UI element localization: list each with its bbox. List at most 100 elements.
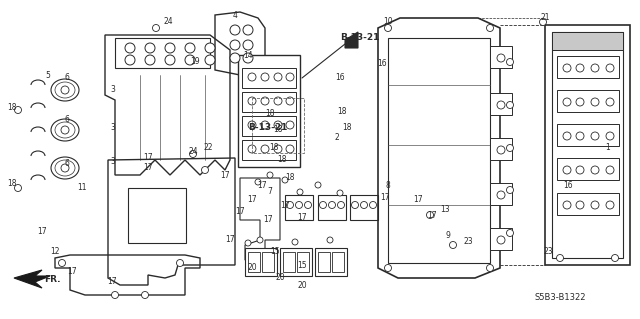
Circle shape bbox=[540, 19, 547, 26]
Polygon shape bbox=[345, 32, 358, 48]
Circle shape bbox=[230, 40, 240, 50]
Bar bbox=[318, 195, 346, 220]
Text: 18: 18 bbox=[7, 179, 17, 188]
Text: 23: 23 bbox=[543, 248, 553, 256]
Circle shape bbox=[497, 54, 505, 62]
Bar bbox=[115, 38, 210, 68]
Circle shape bbox=[591, 64, 599, 72]
Circle shape bbox=[286, 73, 294, 81]
Text: 17: 17 bbox=[107, 278, 117, 286]
Circle shape bbox=[351, 202, 358, 209]
Ellipse shape bbox=[55, 122, 75, 138]
Circle shape bbox=[177, 259, 184, 266]
Text: 3: 3 bbox=[111, 85, 115, 94]
Bar bbox=[283, 252, 295, 272]
Text: 9: 9 bbox=[445, 231, 451, 240]
Text: 22: 22 bbox=[204, 144, 212, 152]
Text: 20: 20 bbox=[275, 273, 285, 283]
Circle shape bbox=[185, 55, 195, 65]
Circle shape bbox=[563, 98, 571, 106]
Text: 18: 18 bbox=[265, 108, 275, 117]
Bar bbox=[557, 56, 619, 78]
Circle shape bbox=[591, 98, 599, 106]
Circle shape bbox=[286, 145, 294, 153]
Circle shape bbox=[337, 202, 344, 209]
Circle shape bbox=[274, 145, 282, 153]
Text: FR.: FR. bbox=[44, 276, 60, 285]
Circle shape bbox=[506, 229, 513, 236]
Circle shape bbox=[296, 202, 303, 209]
Text: 7: 7 bbox=[268, 188, 273, 197]
Circle shape bbox=[205, 43, 215, 53]
Text: 20: 20 bbox=[297, 280, 307, 290]
Bar bbox=[332, 252, 344, 272]
Circle shape bbox=[591, 201, 599, 209]
Text: 18: 18 bbox=[337, 108, 347, 116]
Text: 17: 17 bbox=[37, 227, 47, 236]
Circle shape bbox=[606, 64, 614, 72]
Circle shape bbox=[328, 202, 335, 209]
Circle shape bbox=[319, 202, 326, 209]
Text: 17: 17 bbox=[427, 211, 437, 219]
Bar bbox=[552, 32, 623, 50]
Bar bbox=[262, 252, 274, 272]
Text: 18: 18 bbox=[277, 155, 287, 165]
Circle shape bbox=[286, 121, 294, 129]
Circle shape bbox=[497, 101, 505, 109]
Circle shape bbox=[337, 190, 343, 196]
Circle shape bbox=[15, 184, 22, 191]
Text: 18: 18 bbox=[342, 122, 352, 131]
Bar bbox=[280, 248, 312, 276]
Circle shape bbox=[606, 98, 614, 106]
Text: 6: 6 bbox=[65, 115, 69, 124]
Bar bbox=[318, 252, 330, 272]
Circle shape bbox=[257, 237, 263, 243]
Bar bbox=[490, 183, 512, 205]
Circle shape bbox=[141, 292, 148, 299]
Text: 15: 15 bbox=[297, 261, 307, 270]
Circle shape bbox=[591, 132, 599, 140]
Circle shape bbox=[185, 43, 195, 53]
Circle shape bbox=[576, 98, 584, 106]
Text: 17: 17 bbox=[225, 235, 235, 244]
Circle shape bbox=[261, 121, 269, 129]
Ellipse shape bbox=[55, 82, 75, 98]
Text: 17: 17 bbox=[67, 268, 77, 277]
Text: 17: 17 bbox=[143, 153, 153, 162]
Circle shape bbox=[305, 202, 312, 209]
Circle shape bbox=[248, 73, 256, 81]
Ellipse shape bbox=[55, 160, 75, 176]
Circle shape bbox=[385, 25, 392, 32]
Text: 1: 1 bbox=[605, 144, 611, 152]
Text: 17: 17 bbox=[280, 201, 290, 210]
Circle shape bbox=[369, 202, 376, 209]
Circle shape bbox=[426, 211, 433, 219]
Text: 12: 12 bbox=[51, 248, 60, 256]
Circle shape bbox=[497, 236, 505, 244]
Bar bbox=[557, 193, 619, 215]
Bar bbox=[242, 92, 296, 112]
Circle shape bbox=[165, 43, 175, 53]
Circle shape bbox=[506, 101, 513, 108]
Bar bbox=[490, 93, 512, 115]
Text: 5: 5 bbox=[45, 70, 51, 79]
Circle shape bbox=[261, 145, 269, 153]
Circle shape bbox=[243, 40, 253, 50]
Circle shape bbox=[606, 132, 614, 140]
Text: 3: 3 bbox=[111, 158, 115, 167]
Text: 3: 3 bbox=[111, 122, 115, 131]
Bar bbox=[285, 195, 313, 220]
Circle shape bbox=[486, 264, 493, 271]
Text: 15: 15 bbox=[270, 248, 280, 256]
Text: 4: 4 bbox=[232, 11, 237, 19]
Circle shape bbox=[230, 53, 240, 63]
Bar bbox=[128, 188, 186, 243]
Circle shape bbox=[261, 73, 269, 81]
Text: 6: 6 bbox=[65, 159, 69, 167]
Circle shape bbox=[145, 43, 155, 53]
Bar bbox=[252, 98, 304, 153]
Text: 18: 18 bbox=[7, 103, 17, 113]
Circle shape bbox=[189, 151, 196, 158]
Text: S5B3-B1322: S5B3-B1322 bbox=[534, 293, 586, 302]
Bar bbox=[490, 138, 512, 160]
